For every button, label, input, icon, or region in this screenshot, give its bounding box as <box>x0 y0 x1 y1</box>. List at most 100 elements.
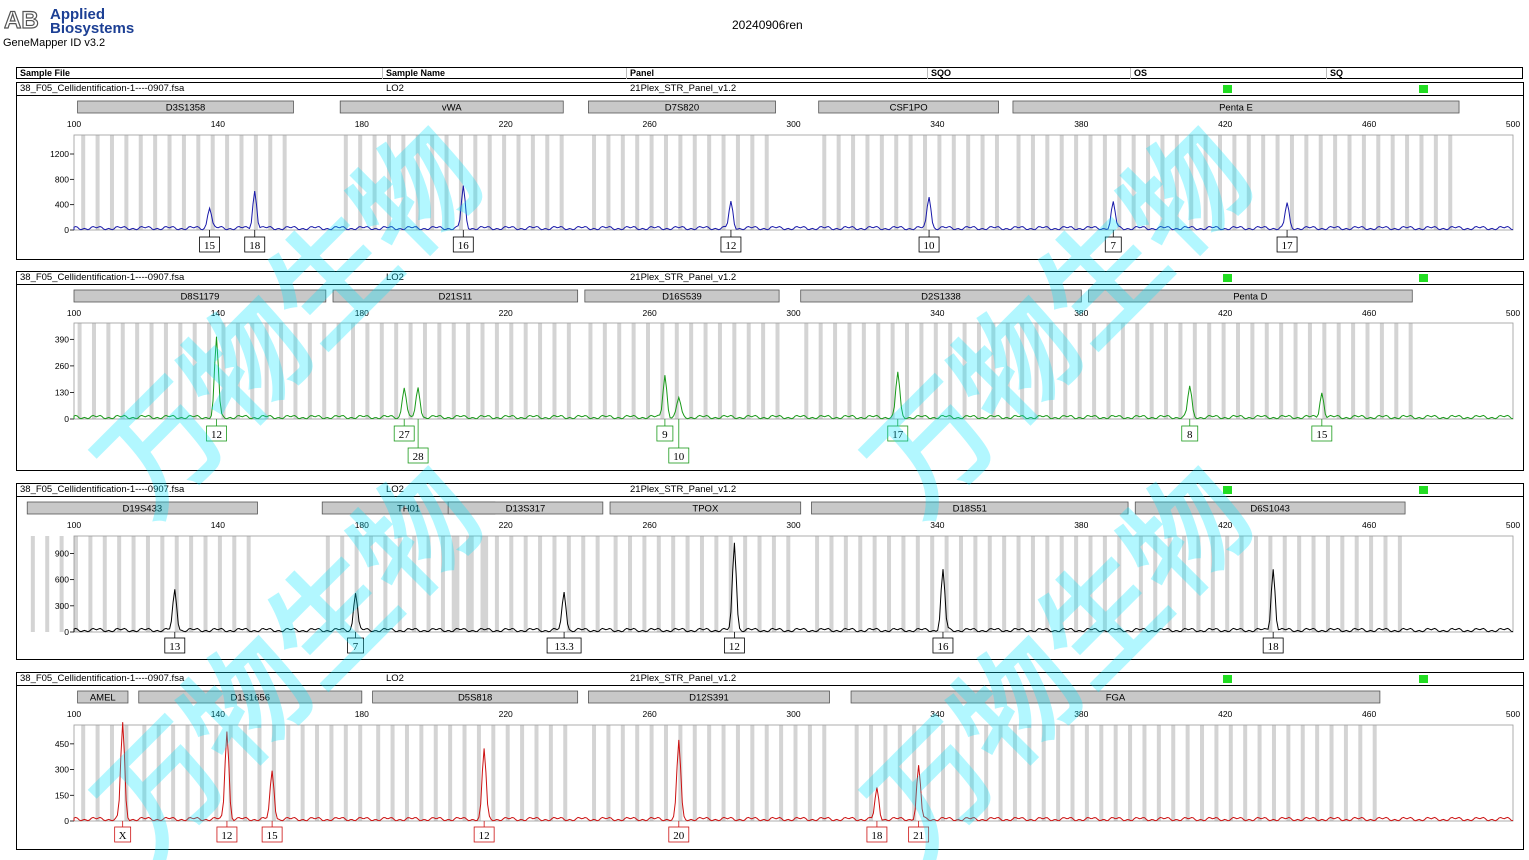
allele-bin <box>534 725 539 821</box>
allele-call-box[interactable] <box>887 425 909 442</box>
allele-call: 7 <box>1111 240 1117 252</box>
allele-call-box[interactable] <box>1276 236 1298 253</box>
allele-call-box[interactable] <box>932 637 954 654</box>
bp-tick-label: 220 <box>499 520 513 530</box>
allele-call-box[interactable] <box>114 826 132 843</box>
locus-bar[interactable] <box>26 501 258 515</box>
allele-call-box[interactable] <box>473 826 495 843</box>
allele-call-box[interactable] <box>668 826 690 843</box>
allele-call: 12 <box>221 830 232 842</box>
allele-call-box[interactable] <box>347 637 364 654</box>
allele-bin <box>1448 135 1453 230</box>
allele-bin <box>757 536 762 632</box>
locus-bar[interactable] <box>372 690 579 704</box>
locus-bar[interactable] <box>138 690 363 704</box>
locus-bar[interactable] <box>1012 100 1460 114</box>
bp-tick-label: 380 <box>1074 119 1088 129</box>
sq-quality-flag[interactable] <box>1419 675 1428 683</box>
bp-tick-label: 460 <box>1362 308 1376 318</box>
allele-bin <box>404 725 409 821</box>
locus-bar[interactable] <box>77 690 129 704</box>
allele-call-box[interactable] <box>668 447 690 464</box>
allele-call-box[interactable] <box>199 236 220 253</box>
allele-bin <box>1160 135 1165 230</box>
allele-call-box[interactable] <box>908 826 930 843</box>
allele-bin <box>1138 536 1143 632</box>
allele-bin <box>181 135 186 230</box>
allele-call-box[interactable] <box>720 236 742 253</box>
allele-call-box[interactable] <box>452 236 474 253</box>
locus-bar[interactable] <box>584 289 780 303</box>
allele-call: X <box>119 830 127 842</box>
allele-call-box[interactable] <box>546 637 582 654</box>
allele-bin <box>131 536 136 632</box>
allele-call-box[interactable] <box>1104 236 1122 253</box>
allele-bin <box>1347 135 1352 230</box>
allele-bin <box>142 725 147 821</box>
locus-bar[interactable] <box>800 289 1082 303</box>
allele-bin <box>926 725 931 821</box>
sample-info-row[interactable]: 38_F05_Cellidentification-1----0907.fsa L… <box>17 83 1523 96</box>
sq-quality-flag[interactable] <box>1419 85 1428 93</box>
allele-bin <box>376 725 381 821</box>
allele-call-box[interactable] <box>244 236 266 253</box>
bp-tick-label: 260 <box>643 119 657 129</box>
allele-bin <box>530 135 535 230</box>
bp-tick-label: 500 <box>1506 308 1520 318</box>
sq-quality-flag[interactable] <box>1419 274 1428 282</box>
os-quality-flag[interactable] <box>1223 675 1232 683</box>
allele-bin <box>656 536 661 632</box>
allele-bin <box>836 135 841 230</box>
locus-bar[interactable] <box>850 690 1381 704</box>
allele-call-box[interactable] <box>918 236 940 253</box>
sample-info-row[interactable]: 38_F05_Cellidentification-1----0907.fsa L… <box>17 272 1523 285</box>
allele-call-box[interactable] <box>393 425 415 442</box>
sample-file: 38_F05_Cellidentification-1----0907.fsa <box>20 673 185 684</box>
column-header: SQ <box>1330 68 1344 78</box>
sq-quality-flag[interactable] <box>1419 486 1428 494</box>
locus-bar[interactable] <box>77 100 294 114</box>
allele-call-box[interactable] <box>261 826 283 843</box>
locus-bar[interactable] <box>339 100 564 114</box>
allele-call-box[interactable] <box>164 637 186 654</box>
locus-bar[interactable] <box>1134 501 1406 515</box>
os-quality-flag[interactable] <box>1223 486 1232 494</box>
locus-bar[interactable] <box>73 289 327 303</box>
os-quality-flag[interactable] <box>1223 274 1232 282</box>
locus-bar[interactable] <box>332 289 579 303</box>
allele-bin <box>257 725 262 821</box>
allele-call-box[interactable] <box>724 637 745 654</box>
locus-bar[interactable] <box>609 501 802 515</box>
allele-bin <box>563 725 568 821</box>
locus-bar[interactable] <box>1088 289 1413 303</box>
allele-bin <box>829 536 834 632</box>
allele-bin <box>1390 135 1395 230</box>
allele-call-box[interactable] <box>206 425 227 442</box>
locus-bar[interactable] <box>447 501 604 515</box>
allele-call-box[interactable] <box>1181 425 1199 442</box>
allele-call-box[interactable] <box>866 826 888 843</box>
os-quality-flag[interactable] <box>1223 85 1232 93</box>
locus-bar[interactable] <box>588 100 776 114</box>
allele-bin <box>714 536 719 632</box>
bp-tick-label: 260 <box>643 520 657 530</box>
sample-info-row[interactable]: 38_F05_Cellidentification-1----0907.fsa L… <box>17 484 1523 497</box>
allele-call-box[interactable] <box>216 826 238 843</box>
electropherogram[interactable]: D19S433 TH01 D13S317 TPOX D18S51 D6S1043 100 14… <box>17 484 1523 659</box>
allele-call-box[interactable] <box>656 425 674 442</box>
allele-call-box[interactable] <box>1262 637 1284 654</box>
allele-bin <box>1059 135 1064 230</box>
allele-call-box[interactable] <box>1311 425 1333 442</box>
locus-bar[interactable] <box>811 501 1129 515</box>
locus-bar[interactable] <box>818 100 999 114</box>
allele-call-box[interactable] <box>407 447 429 464</box>
locus-bar[interactable] <box>588 690 830 704</box>
allele-bin <box>1250 323 1255 419</box>
allele-bin <box>336 323 341 419</box>
y-tick-label: 0 <box>64 627 69 637</box>
allele-call: 15 <box>204 240 216 252</box>
sample-info-row[interactable]: 38_F05_Cellidentification-1----0907.fsa L… <box>17 673 1523 686</box>
